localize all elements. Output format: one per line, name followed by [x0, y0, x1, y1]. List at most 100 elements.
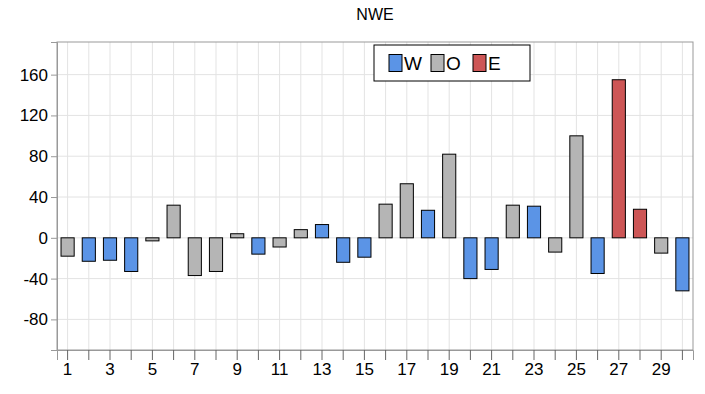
bar [358, 238, 371, 257]
bar [421, 210, 434, 238]
legend-swatch [431, 55, 444, 72]
legend-swatch [389, 55, 402, 72]
bar [443, 154, 456, 238]
tick-mark [88, 350, 89, 360]
tick-label: 7 [190, 360, 199, 379]
tick-mark [597, 350, 598, 360]
legend-label: E [488, 53, 501, 74]
tick [131, 350, 132, 360]
x-axis: 1357911131517192123252729 [58, 350, 694, 379]
bar [612, 80, 625, 238]
tick-mark [470, 350, 471, 360]
grid-line [343, 42, 344, 350]
tick [216, 350, 217, 360]
tick [343, 350, 344, 360]
tick [88, 350, 89, 360]
tick-mark [385, 350, 386, 360]
bar [400, 184, 413, 238]
grid-line [131, 42, 132, 350]
tick-mark [555, 350, 556, 360]
grid-line [300, 42, 301, 350]
tick-mark [51, 238, 57, 239]
tick-label: 29 [652, 360, 671, 379]
axis-line [58, 351, 694, 361]
bar [294, 230, 307, 238]
grid [57, 42, 693, 350]
tick-label: 160 [20, 66, 48, 85]
tick: 15 [355, 350, 374, 379]
grid-line [237, 42, 238, 350]
bar [633, 209, 646, 238]
tick [470, 350, 471, 360]
grid-line [640, 42, 641, 350]
bar [315, 225, 328, 238]
tick [428, 350, 429, 360]
tick-mark [682, 350, 683, 360]
bar [103, 238, 116, 260]
tick: -40 [23, 270, 57, 289]
tick-label: 1 [63, 360, 72, 379]
tick: 5 [148, 350, 157, 379]
grid-line [173, 42, 174, 350]
tick-mark [618, 350, 619, 360]
bar [485, 238, 498, 270]
tick-mark [110, 350, 111, 360]
tick [640, 350, 641, 360]
tick: 17 [397, 350, 416, 379]
grid-line [534, 42, 535, 350]
tick-mark [152, 350, 153, 360]
tick: 0 [39, 229, 57, 248]
tick-mark [279, 350, 280, 360]
tick-label: 13 [313, 360, 332, 379]
tick-mark [51, 197, 57, 198]
legend-label: W [404, 53, 422, 74]
tick-mark [51, 115, 57, 116]
tick-label: 11 [271, 360, 289, 379]
tick-mark [322, 350, 323, 360]
tick-mark [449, 350, 450, 360]
bar [676, 238, 689, 291]
tick-label: 40 [29, 188, 48, 207]
tick-label: 27 [609, 360, 628, 379]
bar [591, 238, 604, 274]
title: NWE [356, 6, 393, 23]
bar [231, 234, 244, 238]
bar [188, 238, 201, 276]
tick-label: -80 [23, 310, 48, 329]
tick-mark [491, 350, 492, 360]
grid-line [597, 42, 598, 350]
tick [258, 350, 259, 360]
tick-label: 0 [39, 229, 48, 248]
tick-label: 80 [29, 147, 48, 166]
grid-line [88, 42, 89, 350]
tick [385, 350, 386, 360]
grid-line [512, 42, 513, 350]
grid-line [555, 42, 556, 350]
tick-mark [173, 350, 174, 360]
bar [167, 205, 180, 238]
legend: WOE [374, 45, 530, 81]
tick [555, 350, 556, 360]
tick-mark [512, 350, 513, 360]
tick-label: 5 [148, 360, 157, 379]
tick-mark [343, 350, 344, 360]
grid-line [364, 42, 365, 350]
tick [173, 350, 174, 360]
bar [252, 238, 265, 254]
grid-line [661, 42, 662, 350]
tick-mark [640, 350, 641, 360]
tick-label: 120 [20, 106, 48, 125]
bar [125, 238, 138, 272]
grid-line [67, 42, 68, 350]
tick-mark [661, 350, 662, 360]
axis-line [51, 43, 58, 351]
tick-mark [131, 350, 132, 360]
tick [512, 350, 513, 360]
tick-label: 9 [232, 360, 241, 379]
grid-line [428, 42, 429, 350]
tick-label: 3 [105, 360, 114, 379]
tick-mark [576, 350, 577, 360]
tick-mark [51, 156, 57, 157]
chart: -80-400408012016013579111315171921232527… [0, 0, 705, 394]
tick: 27 [609, 350, 628, 379]
